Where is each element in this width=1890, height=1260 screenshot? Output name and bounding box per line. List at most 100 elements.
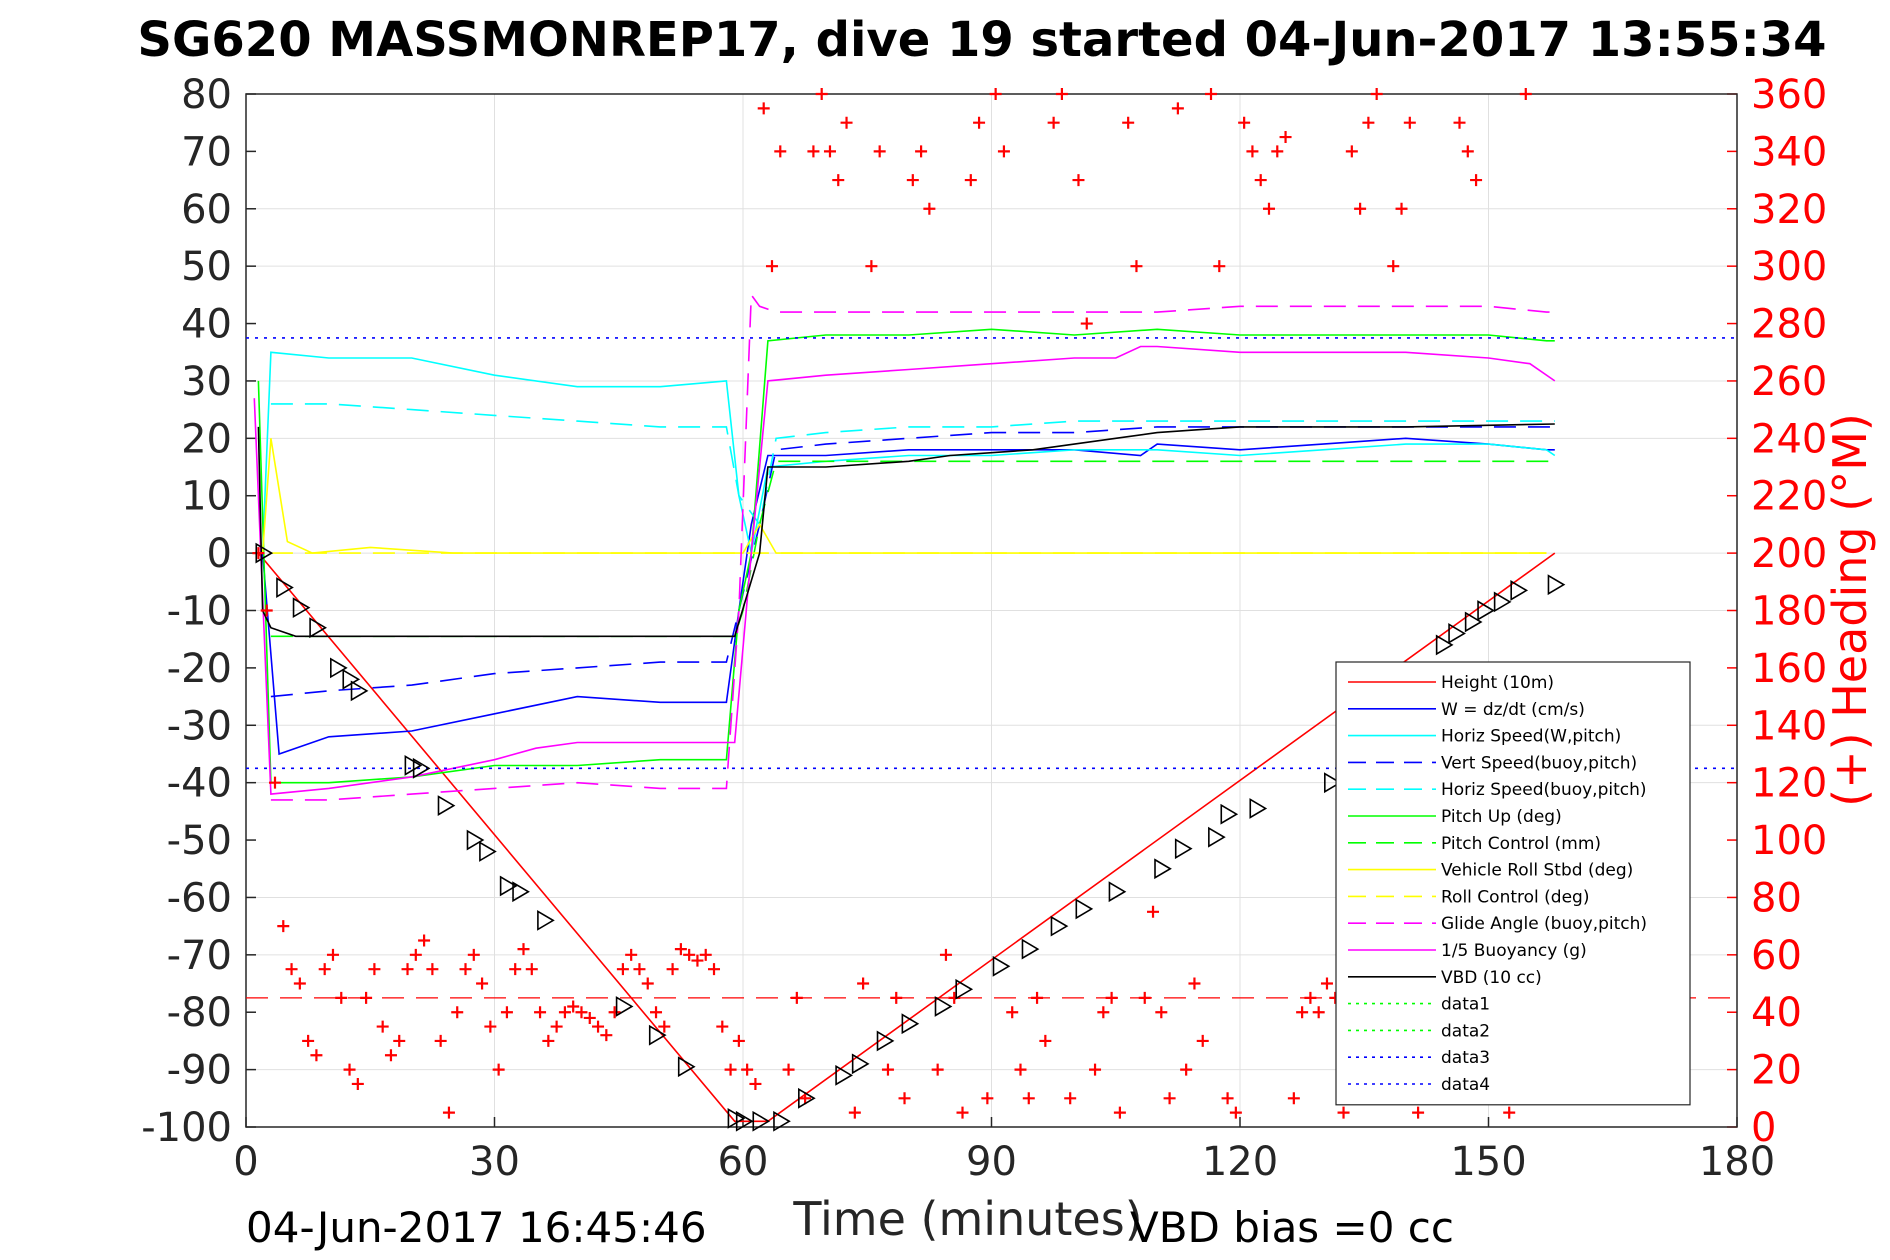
heading-marker [1461, 145, 1474, 158]
heading-marker [807, 145, 820, 158]
x-tick-label: 0 [233, 1139, 258, 1185]
heading-marker [550, 1020, 563, 1033]
heading-marker [1089, 1063, 1102, 1076]
heading-marker [666, 963, 679, 976]
heading-marker [765, 260, 778, 273]
heading-marker [384, 1049, 397, 1062]
waypoint-marker [537, 910, 555, 931]
heading-marker [343, 1063, 356, 1076]
waypoint-marker [1108, 881, 1127, 903]
heading-marker [939, 948, 952, 961]
waypoint-marker [255, 542, 274, 564]
x-tick-label: 30 [469, 1139, 520, 1185]
heading-marker [260, 604, 273, 617]
heading-marker [509, 963, 522, 976]
legend-label: Height (10m) [1441, 673, 1554, 693]
waypoint-marker [773, 1110, 791, 1132]
y2-tick-label: 140 [1751, 703, 1827, 749]
series-line-9 [270, 292, 1555, 801]
heading-marker [268, 776, 281, 789]
heading-marker [1072, 174, 1085, 187]
legend-label: Pitch Control (mm) [1441, 834, 1601, 854]
heading-marker [732, 1034, 745, 1047]
heading-marker [1130, 260, 1143, 273]
waypoint-marker [412, 757, 431, 779]
y-tick-label: -10 [167, 589, 232, 635]
heading-marker [583, 1011, 596, 1024]
heading-marker [741, 1063, 754, 1076]
heading-marker [906, 174, 919, 187]
heading-marker [1246, 145, 1259, 158]
footer-vbd-bias: VBD bias =0 cc [1130, 1203, 1454, 1252]
heading-marker [1254, 174, 1267, 187]
waypoint-marker [835, 1064, 853, 1086]
heading-marker [1470, 174, 1483, 187]
y-tick-label: 60 [181, 187, 232, 233]
waypoint-marker [1050, 915, 1069, 937]
series-line-10 [253, 345, 1556, 795]
heading-marker [616, 963, 629, 976]
y-tick-label: -80 [167, 990, 232, 1036]
y-tick-label: 80 [181, 72, 232, 118]
y2-tick-labels: 3603403203002802602402202001801601401201… [1751, 72, 1827, 1151]
heading-marker [285, 963, 298, 976]
series-line-2 [261, 351, 1556, 554]
legend-label: 1/5 Buoyancy (g) [1441, 941, 1587, 961]
legend-label: VBD (10 cc) [1441, 968, 1542, 988]
heading-marker [1113, 1106, 1126, 1119]
footer-timestamp: 04-Jun-2017 16:45:46 [246, 1203, 707, 1252]
heading-marker [650, 1006, 663, 1019]
heading-marker [857, 977, 870, 990]
heading-marker [1345, 145, 1358, 158]
heading-marker [832, 174, 845, 187]
heading-marker [1287, 1092, 1300, 1105]
waypoint-marker [512, 881, 530, 903]
waypoint-marker [1477, 600, 1495, 621]
heading-marker [1031, 991, 1044, 1004]
y2-tick-label: 220 [1751, 474, 1827, 520]
heading-marker [1064, 1092, 1077, 1105]
legend-label: data3 [1441, 1048, 1490, 1068]
heading-marker [426, 963, 439, 976]
heading-marker [1196, 1034, 1209, 1047]
heading-marker [401, 963, 414, 976]
y2-tick-label: 240 [1751, 416, 1827, 462]
heading-marker [1138, 991, 1151, 1004]
heading-marker [467, 948, 480, 961]
heading-marker [592, 1020, 605, 1033]
heading-marker [1395, 202, 1408, 215]
heading-marker [1163, 1092, 1176, 1105]
heading-marker [1080, 317, 1093, 330]
heading-marker [923, 202, 936, 215]
heading-marker [757, 102, 770, 115]
heading-marker [1188, 977, 1201, 990]
legend-label: Horiz Speed(buoy,pitch) [1441, 780, 1647, 800]
heading-marker [442, 1106, 455, 1119]
y2-tick-label: 80 [1751, 875, 1802, 921]
waypoint-marker [955, 978, 974, 1000]
heading-marker [484, 1020, 497, 1033]
heading-marker [641, 977, 654, 990]
y2-tick-label: 200 [1751, 531, 1827, 577]
heading-marker [890, 991, 903, 1004]
waypoint-marker [992, 955, 1011, 977]
heading-marker [823, 145, 836, 158]
heading-marker [608, 1006, 621, 1019]
waypoint-marker [851, 1053, 870, 1075]
heading-marker [973, 116, 986, 129]
heading-marker [683, 948, 696, 961]
y-tick-label: 50 [181, 244, 232, 290]
x-axis-label: Time (minutes) [792, 1192, 1142, 1246]
y2-tick-label: 0 [1751, 1105, 1776, 1151]
legend-label: Vert Speed(buoy,pitch) [1441, 753, 1637, 773]
heading-marker [1271, 145, 1284, 158]
heading-marker [1262, 202, 1275, 215]
waypoint-marker [1510, 580, 1529, 601]
y2-tick-label: 320 [1751, 187, 1827, 233]
heading-marker [318, 963, 331, 976]
legend-label: data1 [1441, 995, 1490, 1015]
heading-marker [1047, 116, 1060, 129]
heading-marker [277, 920, 290, 933]
heading-marker [326, 948, 339, 961]
waypoint-marker [798, 1087, 816, 1109]
